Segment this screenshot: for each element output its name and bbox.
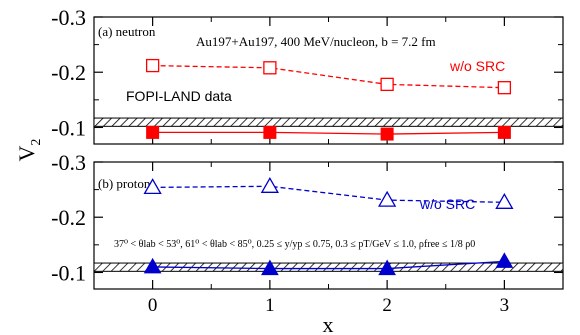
panel-a-label: (a) neutron bbox=[98, 24, 156, 39]
data-point-a-1-2 bbox=[380, 127, 394, 141]
data-point-a-0-2 bbox=[380, 77, 394, 92]
x-tick-label: 3 bbox=[500, 295, 510, 316]
series-line-b-0 bbox=[152, 185, 505, 203]
data-point-b-0-2 bbox=[378, 190, 397, 207]
data-point-b-1-1 bbox=[261, 259, 279, 276]
y-axis-label-sub: 2 bbox=[29, 139, 44, 146]
series-line-a-0 bbox=[152, 64, 505, 89]
data-point-b-0-3 bbox=[495, 192, 514, 209]
data-point-b-1-3 bbox=[495, 252, 514, 268]
y-axis-label-main: V bbox=[14, 145, 39, 161]
band-label: FOPI-LAND data bbox=[126, 88, 232, 104]
series-line-a-1 bbox=[152, 131, 505, 135]
panel-a-annotation: Au197+Au197, 400 MeV/nucleon, b = 7.2 fm bbox=[196, 34, 436, 49]
fopi-land-band-b bbox=[93, 262, 564, 272]
x-tick-label: 1 bbox=[265, 295, 275, 316]
fopi-land-band-a bbox=[93, 117, 564, 127]
y-axis-label: V2 bbox=[14, 139, 44, 162]
data-point-b-0-0 bbox=[143, 178, 162, 195]
data-point-a-1-1 bbox=[263, 125, 277, 139]
data-point-a-1-3 bbox=[497, 125, 511, 139]
panel-b-legend-wo-src: w/o SRC bbox=[419, 196, 475, 212]
x-tick-label: 2 bbox=[382, 295, 392, 316]
data-point-a-1-0 bbox=[146, 125, 160, 139]
x-tick-label: 0 bbox=[148, 295, 158, 316]
data-point-a-0-0 bbox=[145, 58, 160, 73]
y-tick-label-a: -0.2 bbox=[51, 60, 86, 85]
data-point-b-1-2 bbox=[378, 259, 396, 276]
svg-text:V2: V2 bbox=[14, 139, 44, 162]
y-tick-label-b: -0.1 bbox=[51, 260, 86, 285]
panel-b-label: (b) proton bbox=[98, 176, 151, 191]
panel-b-annotation: 37⁰ < θlab < 53⁰, 61⁰ < θlab < 85⁰, 0.25… bbox=[114, 239, 475, 250]
y-tick-label-b: -0.3 bbox=[51, 150, 86, 175]
y-tick-label-a: -0.3 bbox=[51, 5, 86, 30]
series-line-b-1 bbox=[152, 260, 505, 270]
x-axis-label: x bbox=[323, 312, 334, 335]
data-point-a-0-3 bbox=[497, 81, 512, 95]
data-point-b-0-1 bbox=[260, 176, 279, 193]
y-tick-label-a: -0.1 bbox=[51, 115, 86, 140]
panel-a-legend-wo-src: w/o SRC bbox=[449, 58, 505, 74]
data-point-b-1-0 bbox=[143, 257, 162, 274]
data-point-a-0-1 bbox=[263, 61, 277, 75]
y-tick-label-b: -0.2 bbox=[51, 205, 86, 230]
